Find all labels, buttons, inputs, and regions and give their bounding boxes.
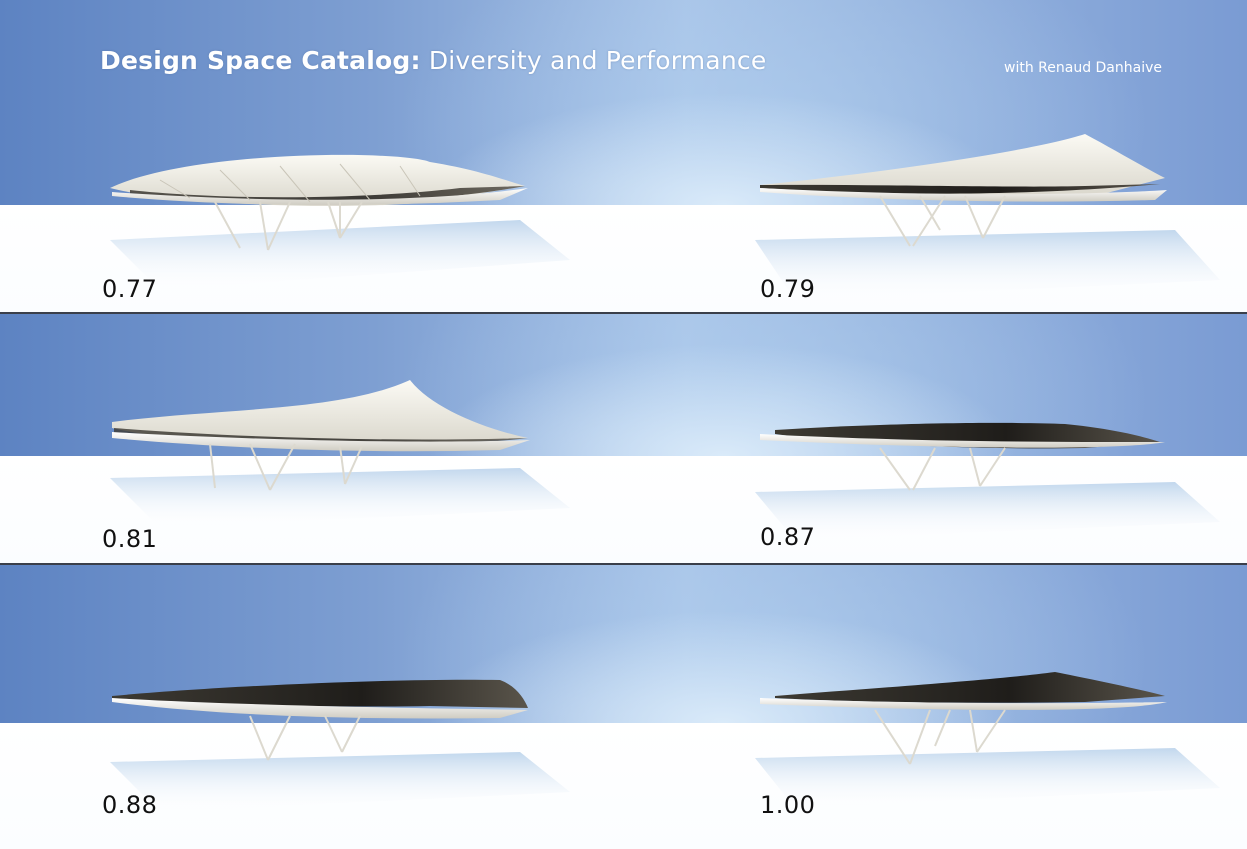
performance-score: 0.81: [102, 525, 158, 553]
canopy-rendering: [110, 154, 570, 290]
canopy-rendering: [755, 672, 1220, 808]
credit-text: with Renaud Danhaive: [1004, 60, 1162, 76]
row-divider: [0, 312, 1247, 314]
title-rest: Diversity and Performance: [420, 46, 767, 75]
performance-score: 1.00: [760, 791, 816, 819]
row-divider: [0, 563, 1247, 565]
title-bold: Design Space Catalog:: [100, 46, 421, 75]
canopy-rendering: [110, 380, 570, 528]
performance-score: 0.88: [102, 791, 158, 819]
canopy-rendering: [755, 422, 1220, 540]
performance-score: 0.79: [760, 275, 816, 303]
canopy-rendering: [110, 679, 570, 812]
performance-score: 0.87: [760, 523, 816, 551]
canopy-rendering: [755, 134, 1220, 300]
page-title: Design Space Catalog: Diversity and Perf…: [100, 46, 766, 75]
performance-score: 0.77: [102, 275, 158, 303]
